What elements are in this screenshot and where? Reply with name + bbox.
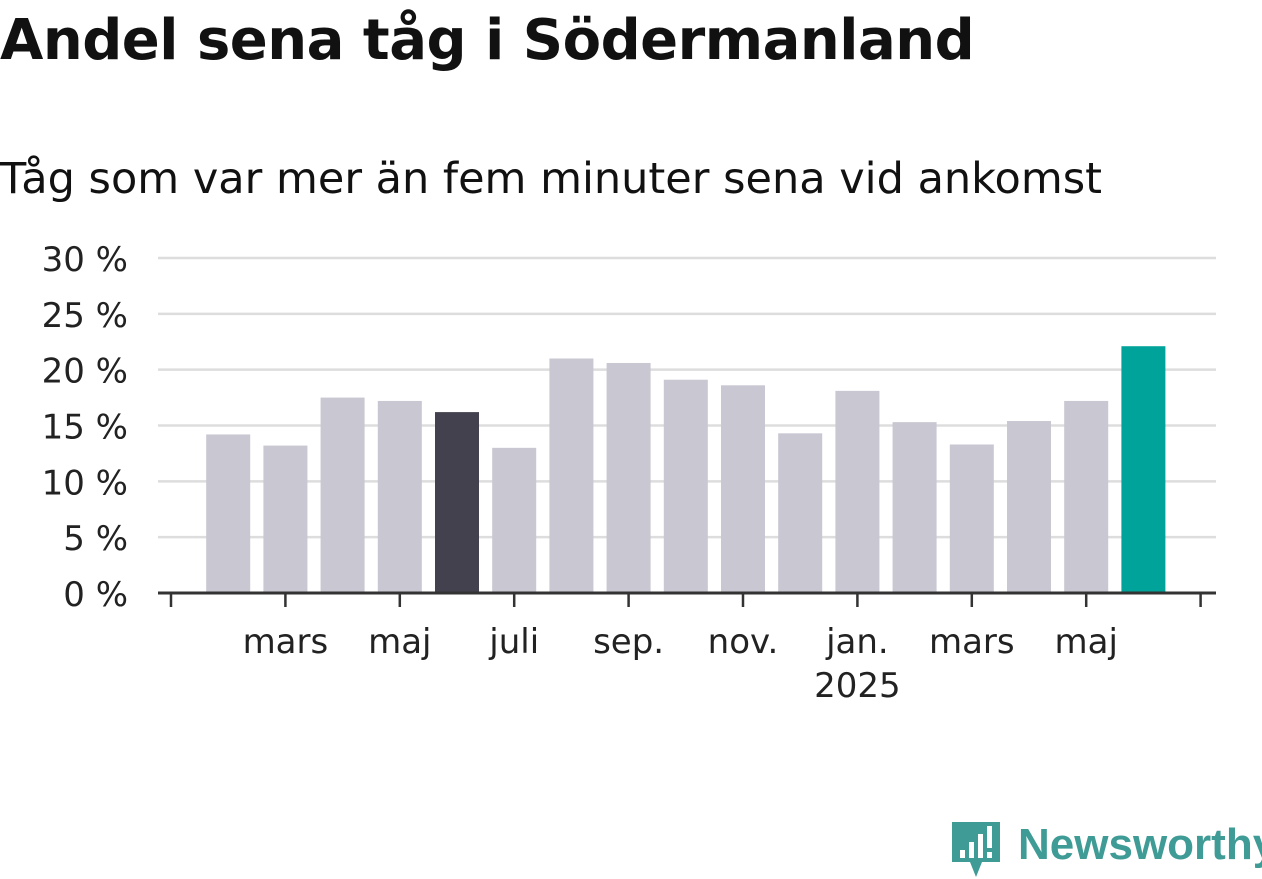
bar-2025-02: [892, 422, 937, 593]
y-tick-label: 15 %: [42, 408, 128, 448]
chart-title: Andel sena tåg i Södermanland: [0, 8, 975, 73]
bar-2024-05: [377, 400, 422, 593]
bar-2024-10: [663, 379, 708, 593]
newsworthy-logo-icon: [952, 822, 1000, 877]
bar-2025-06: [1121, 346, 1166, 593]
bar-chart: 0 %5 %10 %15 %20 %25 %30 %mars maj juli sep…: [42, 240, 1216, 706]
y-tick-label: 5 %: [63, 519, 128, 559]
bar-2024-04: [320, 397, 365, 593]
bar-2024-08: [549, 358, 594, 593]
bar-2024-02: [206, 434, 251, 593]
x-tick-label: mars: [243, 622, 329, 662]
bar-2025-05: [1064, 400, 1109, 593]
x-tick-label: juli: [488, 622, 539, 662]
newsworthy-logo: Newsworthy: [950, 820, 1262, 878]
x-tick-label: nov.: [708, 622, 779, 662]
x-tick-label: maj: [1054, 622, 1117, 662]
y-tick-label: 10 %: [42, 463, 128, 503]
x-tick-label: sep.: [593, 622, 664, 662]
bar-2025-03: [949, 444, 994, 593]
bar-2024-07: [492, 447, 537, 593]
bar-2024-09: [606, 362, 651, 593]
bar-2024-11: [721, 385, 765, 593]
x-tick-label: maj: [368, 622, 431, 662]
y-tick-label: 0 %: [63, 575, 128, 615]
x-tick-year-label: 2025: [814, 666, 901, 706]
y-tick-label: 20 %: [42, 352, 128, 392]
bar-2025-01: [835, 390, 880, 593]
x-tick-label: jan.: [825, 622, 889, 662]
chart-subtitle: Tåg som var mer än fem minuter sena vid …: [0, 154, 1103, 204]
x-tick-label: mars: [929, 622, 1015, 662]
y-tick-label: 30 %: [42, 240, 128, 280]
bar-2024-12: [778, 433, 823, 593]
bar-2024-03: [263, 445, 308, 593]
bar-2024-06: [435, 412, 479, 593]
y-tick-label: 25 %: [42, 296, 128, 336]
brand-name: Newsworthy: [1018, 820, 1262, 869]
bar-2025-04: [1007, 421, 1051, 593]
